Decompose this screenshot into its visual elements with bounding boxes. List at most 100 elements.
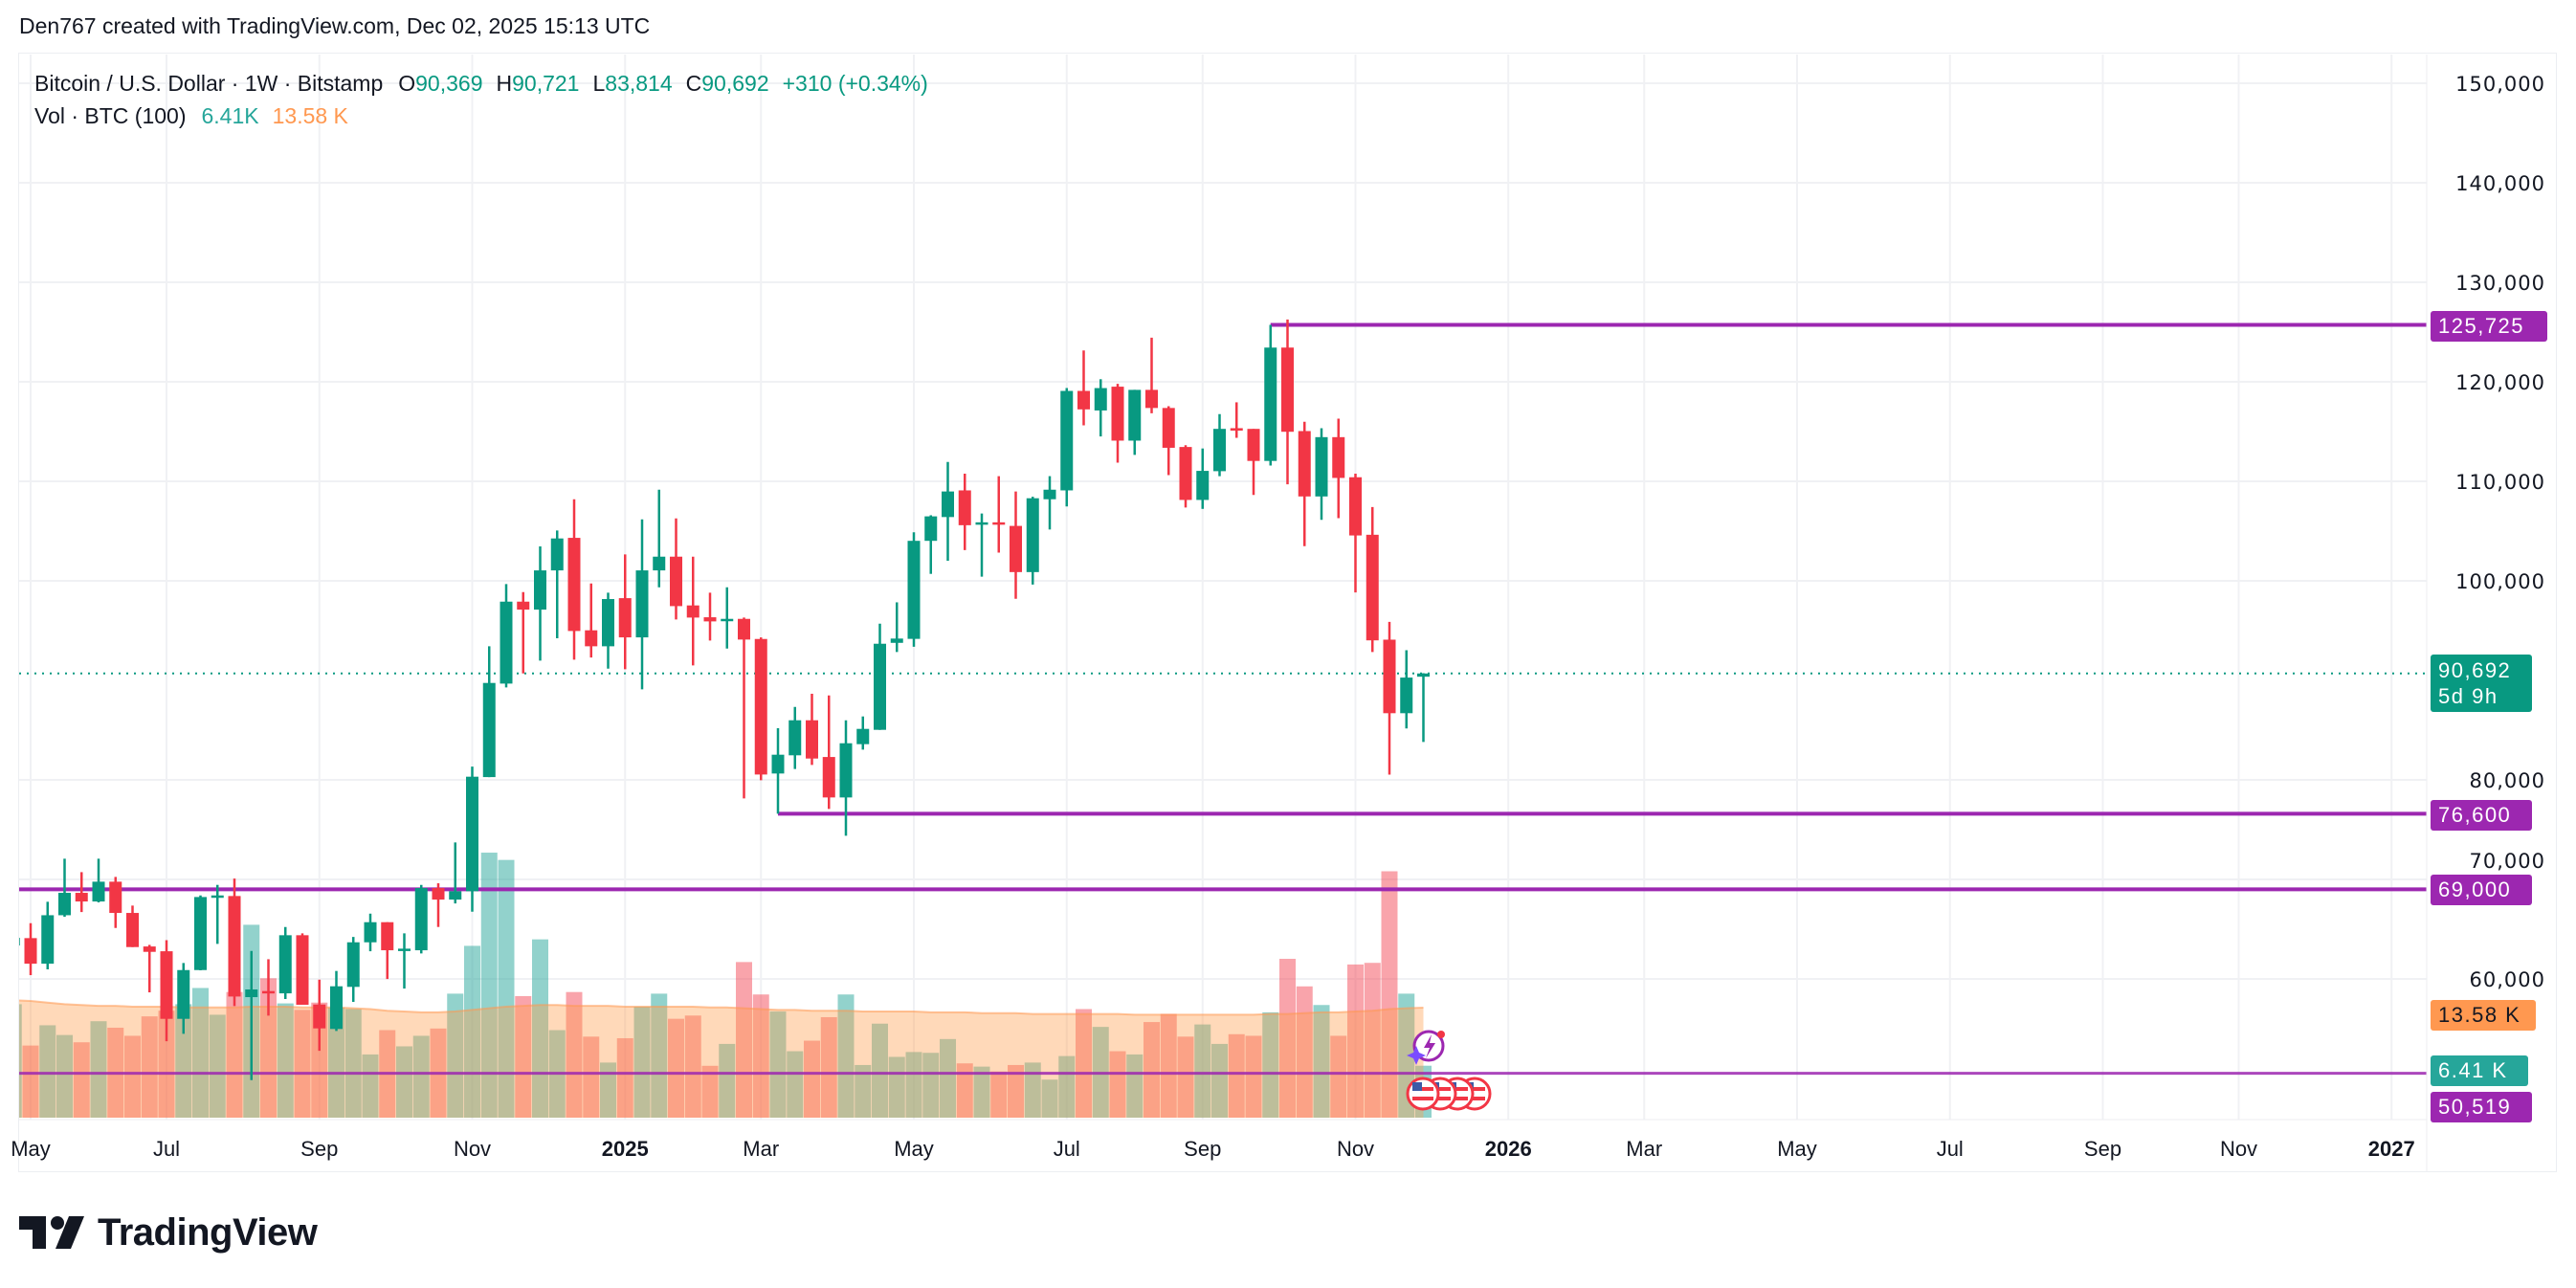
- price-scale[interactable]: 150,000 140,000 130,000 120,000 110,000 100,0…: [2455, 73, 2545, 991]
- volume-bar: [277, 1003, 294, 1118]
- volume-title[interactable]: Vol · BTC (100): [34, 103, 187, 128]
- candle-body: [1315, 436, 1328, 497]
- volume-bar: [922, 1053, 940, 1118]
- candle: [398, 933, 411, 989]
- candle: [1043, 476, 1056, 530]
- volume-bar: [1109, 1051, 1126, 1118]
- candle-body: [806, 720, 818, 759]
- time-tick-label: May: [1777, 1137, 1817, 1161]
- high-label: H: [496, 71, 513, 96]
- candle: [670, 518, 682, 620]
- price-tick-label: 150,000: [2455, 73, 2545, 96]
- volume-bar: [1228, 1033, 1245, 1118]
- candle-body: [602, 599, 614, 647]
- candle: [958, 473, 971, 550]
- flag-stripe: [1412, 1097, 1433, 1100]
- candle: [907, 532, 921, 647]
- tradingview-logo-icon: [19, 1216, 84, 1249]
- volume-legend-row: Vol · BTC (100) 6.41K 13.58 K: [34, 100, 938, 132]
- candle-body: [1026, 498, 1039, 572]
- candle-body: [942, 491, 954, 518]
- candle: [245, 950, 258, 1080]
- candle: [942, 461, 954, 561]
- flag-stripe: [1464, 1097, 1485, 1100]
- volume-bar: [1008, 1064, 1024, 1118]
- candle-body: [534, 570, 546, 611]
- candle-body: [721, 618, 734, 622]
- candle: [482, 646, 496, 778]
- candle: [330, 970, 343, 1032]
- volume-bar: [464, 945, 480, 1118]
- candle-body: [1010, 525, 1022, 572]
- candle-body: [653, 556, 666, 571]
- volume-bar: [73, 1042, 90, 1118]
- volume-bar: [19, 1004, 22, 1118]
- candle: [1417, 673, 1430, 743]
- time-tick-label: Jul: [1054, 1137, 1080, 1161]
- candle-body: [975, 522, 988, 525]
- candle-body: [398, 948, 411, 951]
- candle: [1077, 350, 1090, 426]
- chart-frame: [18, 53, 2557, 1172]
- price-tick-label: 60,000: [2470, 968, 2545, 991]
- high-value: 90,721: [512, 71, 580, 96]
- volume-bar: [192, 988, 209, 1118]
- volume-bar: [752, 994, 769, 1118]
- candle: [788, 706, 802, 769]
- candle: [1213, 413, 1226, 477]
- volume-bar: [39, 1025, 56, 1118]
- time-tick-label: Sep: [2084, 1137, 2121, 1161]
- volume-bar: [56, 1034, 73, 1118]
- time-tick-label: Jul: [153, 1137, 180, 1161]
- volume-value: 6.41K: [201, 103, 259, 128]
- symbol-title[interactable]: Bitcoin / U.S. Dollar · 1W · Bitstamp: [34, 71, 384, 96]
- candle-body: [585, 630, 598, 647]
- candle: [346, 937, 360, 1003]
- volume-bar: [447, 993, 464, 1118]
- candle-body: [482, 682, 496, 778]
- candle-body: [754, 638, 767, 775]
- volume-bar: [736, 962, 752, 1118]
- volume-bar: [1262, 1011, 1279, 1118]
- candle-body: [1417, 673, 1430, 677]
- us-flag-event-icons[interactable]: [1406, 1077, 1492, 1111]
- volume-bar: [480, 853, 498, 1118]
- candle-body: [992, 522, 1006, 525]
- candle-body: [41, 915, 55, 965]
- candle-body: [58, 893, 71, 916]
- candle-body: [771, 754, 785, 774]
- candle: [1281, 319, 1294, 485]
- candle: [24, 922, 37, 976]
- candle: [296, 933, 309, 1006]
- volume-bar: [260, 978, 277, 1118]
- candle-body: [856, 728, 870, 744]
- candle: [41, 901, 55, 970]
- volume-bar: [583, 1036, 600, 1118]
- lightning-event-icon[interactable]: [1407, 1030, 1445, 1065]
- tradingview-logo[interactable]: TradingView: [19, 1211, 318, 1254]
- candle-body: [330, 986, 343, 1030]
- candle-body: [75, 893, 88, 902]
- price-tick-label: 110,000: [2455, 471, 2545, 494]
- candle: [567, 499, 581, 660]
- candle: [228, 878, 241, 1007]
- candle: [466, 766, 478, 912]
- time-tick-label: Sep: [300, 1137, 338, 1161]
- candle: [1094, 379, 1107, 437]
- volume-bar: [804, 1040, 820, 1118]
- time-tick-label: May: [894, 1137, 934, 1161]
- candle-body: [278, 935, 292, 994]
- events[interactable]: [1406, 1030, 1492, 1111]
- candle: [924, 515, 938, 574]
- candle: [1383, 621, 1396, 775]
- candle: [1179, 445, 1192, 508]
- candle-body: [262, 990, 275, 994]
- candle-body: [890, 638, 903, 643]
- candle-body: [1298, 431, 1311, 497]
- time-scale[interactable]: May Jul Sep Nov 2025 Mar May Jul Sep Nov 2026 Mar Ma…: [11, 1137, 2415, 1161]
- level-label-69000: 69,000: [2431, 875, 2532, 905]
- price-tick-label: 80,000: [2470, 769, 2545, 792]
- candle-body: [1179, 447, 1192, 500]
- candle: [1247, 429, 1260, 496]
